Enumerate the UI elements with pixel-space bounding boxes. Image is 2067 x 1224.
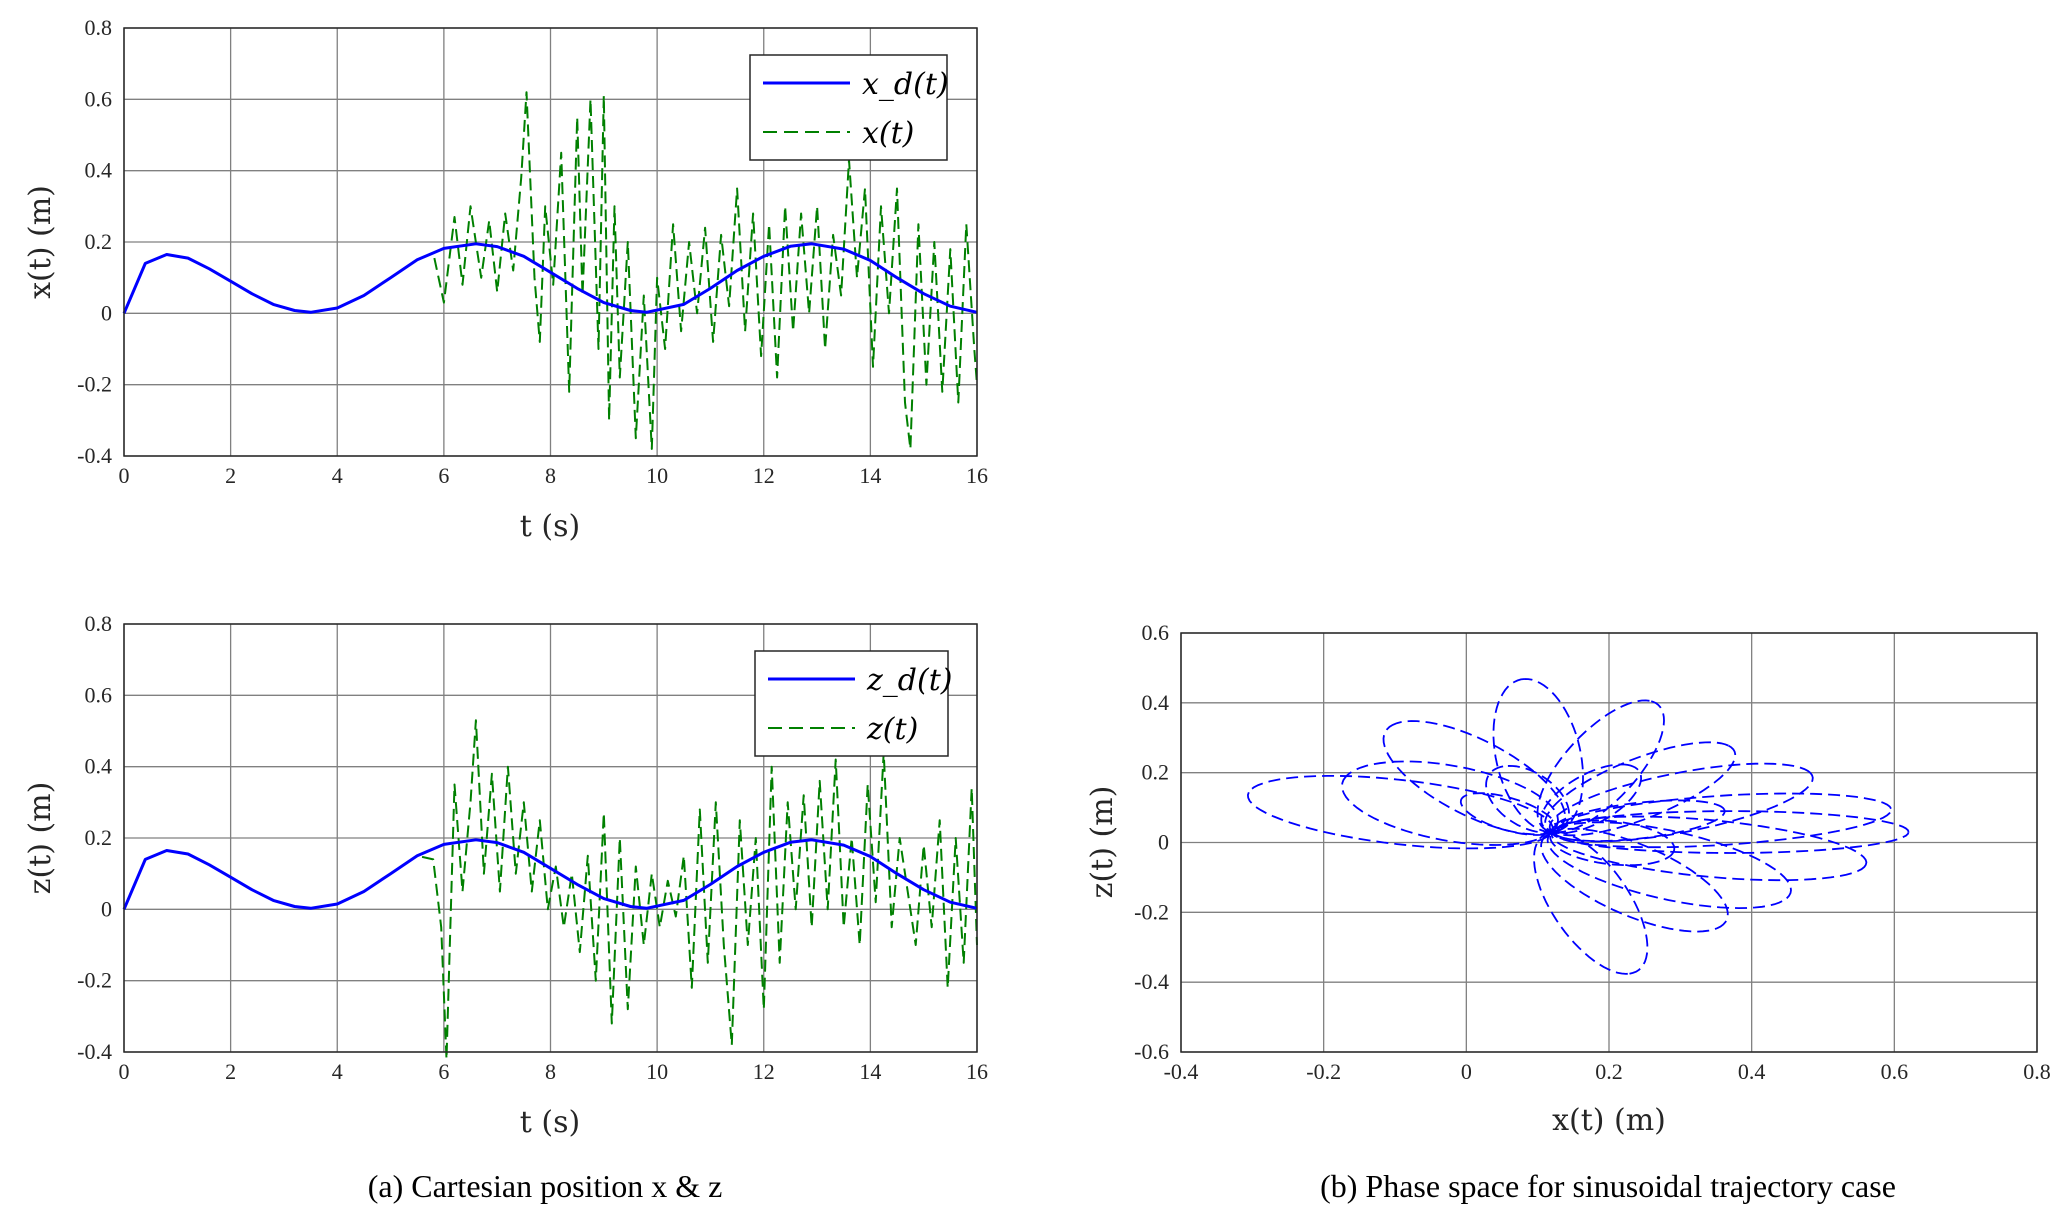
x-tick-label: -0.4 [1164,1059,1199,1084]
phase-trajectory-loop [1246,775,1554,850]
x-tick-label: 2 [225,463,236,488]
legend-box [749,54,948,161]
y-tick-labels: -0.4 -0.2 0 0.2 0.4 0.6 0.8 [77,15,112,468]
plot-frame [123,27,978,457]
phase-trajectory-loop [1459,792,1557,836]
y-tick-label: 0.2 [85,825,113,850]
y-tick-label: 0.2 [1142,760,1170,785]
actual-trajectory-line [123,91,978,450]
legend-box [754,650,949,757]
y-tick-label: 0.4 [1142,690,1170,715]
y-tick-label: 0.2 [85,229,113,254]
y-tick-label: -0.2 [77,968,112,993]
y-axis-label: z(t) (m) [23,782,58,895]
y-tick-label: 0.8 [85,15,113,40]
y-tick-label: -0.4 [77,1039,112,1064]
plot-frame [1180,632,2038,1053]
y-tick-label: -0.2 [1134,899,1169,924]
x-tick-labels: -0.4 -0.2 0 0.2 0.4 0.6 0.8 [1164,1059,2051,1084]
x-tick-label: 12 [753,463,775,488]
legend-label-actual: x(t) [862,116,914,151]
caption-a: (a) Cartesian position x & z [368,1168,723,1204]
legend-label-desired: x_d(t) [862,67,949,102]
y-axis-label: z(t) (m) [1085,786,1120,899]
x-tick-label: 8 [545,1059,556,1084]
y-tick-label: 0 [101,896,112,921]
x-tick-label: -0.2 [1306,1059,1341,1084]
x-tick-label: 14 [859,1059,881,1084]
x-tick-label: 2 [225,1059,236,1084]
legend-label-actual: z(t) [866,712,918,747]
x-tick-label: 0.4 [1738,1059,1766,1084]
phase-trajectory-loop [1546,821,1792,910]
y-tick-label: 0.6 [85,682,113,707]
desired-trajectory-line [122,838,978,910]
y-tick-label: -0.6 [1134,1039,1169,1064]
x-tick-label: 6 [438,1059,449,1084]
y-tick-label: -0.4 [77,443,112,468]
x-tick-label: 8 [545,463,556,488]
plot-frame [123,623,978,1053]
series-lines [122,91,978,450]
y-tick-label: 0.4 [85,754,113,779]
x-tick-label: 4 [332,463,343,488]
desired-trajectory-line [122,242,978,314]
x-tick-label: 16 [966,1059,988,1084]
x-tick-label: 0 [119,463,130,488]
x-tick-label: 0 [1461,1059,1472,1084]
y-tick-label: 0.4 [85,158,113,183]
legend-label-desired: z_d(t) [866,663,952,698]
x-tick-labels: 0 2 4 6 8 10 12 14 16 [119,1059,989,1084]
x-axis-label: x(t) (m) [1552,1103,1666,1138]
x-tick-label: 10 [646,463,668,488]
phase-trajectory-loop [1492,678,1584,833]
phase-trajectory-loop [1533,830,1649,975]
x-tick-label: 16 [966,463,988,488]
y-tick-labels: -0.4 -0.2 0 0.2 0.4 0.6 0.8 [77,611,112,1064]
y-tick-label: -0.2 [77,372,112,397]
x-axis-label: t (s) [520,1105,580,1140]
x-axis-label: t (s) [520,509,580,544]
y-tick-labels: -0.6 -0.4 -0.2 0 0.2 0.4 0.6 [1134,620,1169,1064]
y-tick-label: 0 [1158,830,1169,855]
x-tick-label: 12 [753,1059,775,1084]
x-tick-label: 0 [119,1059,130,1084]
phase-trajectory-loop [1536,699,1665,834]
y-tick-label: 0.8 [85,611,113,636]
y-tick-label: 0 [101,300,112,325]
y-tick-label: 0.6 [85,86,113,111]
z-position-plot: -0.4 -0.2 0 0.2 0.4 0.6 0.8 0 2 4 6 8 10 12 14 16 t (s… [23,611,988,1140]
x-tick-label: 6 [438,463,449,488]
x-tick-label: 0.2 [1595,1059,1623,1084]
phase-loops [1246,678,1910,975]
y-tick-label: -0.4 [1134,969,1169,994]
y-axis-label: x(t) (m) [23,185,58,299]
x-tick-label: 14 [859,463,881,488]
x-tick-label: 10 [646,1059,668,1084]
x-tick-labels: 0 2 4 6 8 10 12 14 16 [119,463,989,488]
y-tick-label: 0.6 [1142,620,1170,645]
x-tick-label: 4 [332,1059,343,1084]
phase-trajectory-loop [1548,762,1814,843]
caption-b: (b) Phase space for sinusoidal trajector… [1320,1168,1896,1204]
legend: x_d(t) x(t) [749,54,949,161]
x-position-plot: -0.4 -0.2 0 0.2 0.4 0.6 0.8 0 2 4 6 8 10 12 14 16 t (s… [23,15,988,544]
actual-trajectory-line [123,719,978,1061]
series-lines [122,719,978,1061]
x-tick-label: 0.6 [1881,1059,1909,1084]
legend: z_d(t) z(t) [754,650,952,757]
x-tick-label: 0.8 [2023,1059,2051,1084]
phase-space-plot: -0.6-0.4-0.200.20.40.6 -0.4 -0.2 0 0.2 0.4 0.… [1085,620,2051,1138]
